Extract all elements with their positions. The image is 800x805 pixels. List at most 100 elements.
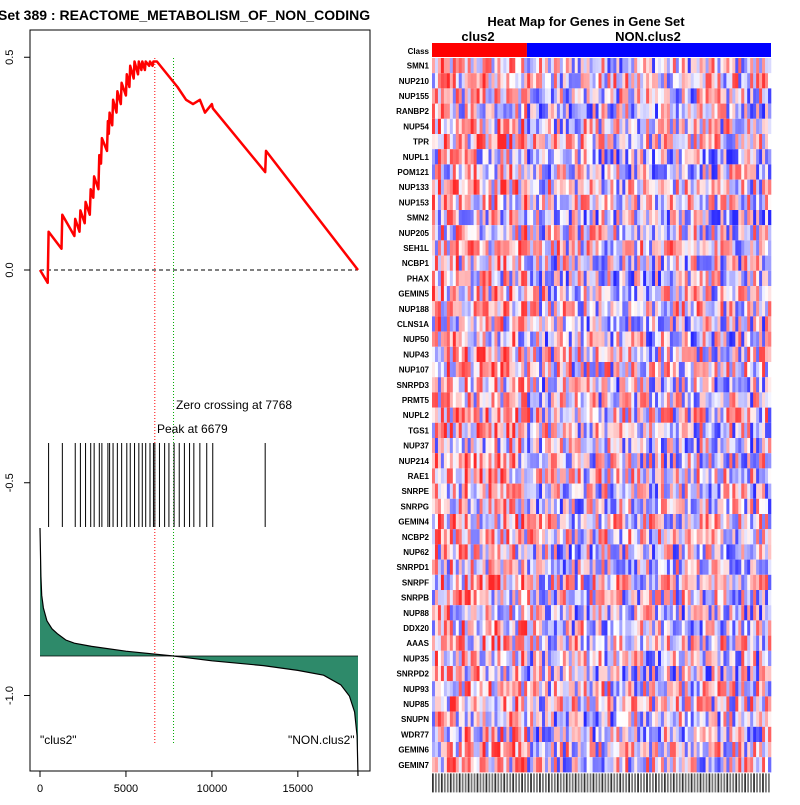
heatmap-cell [709, 681, 712, 696]
heatmap-cell [596, 560, 599, 575]
heatmap-cell [447, 210, 450, 225]
heatmap-cell [524, 256, 527, 271]
heatmap-cell [512, 636, 515, 651]
heatmap-cell [676, 164, 679, 179]
heatmap-cell [435, 529, 438, 544]
heatmap-cell [450, 620, 453, 635]
heatmap-cell [563, 73, 566, 88]
heatmap-cell [518, 681, 521, 696]
heatmap-cell [720, 316, 723, 331]
heatmap-cell [750, 499, 753, 514]
heatmap-cell [750, 316, 753, 331]
heatmap-cell [486, 210, 489, 225]
heatmap-cell [509, 149, 512, 164]
heatmap-cell [643, 636, 646, 651]
heatmap-cell [679, 544, 682, 559]
heatmap-cell [524, 696, 527, 711]
heatmap-cell [735, 636, 738, 651]
heatmap-cell [578, 180, 581, 195]
heatmap-cell [560, 620, 563, 635]
heatmap-cell [563, 651, 566, 666]
heatmap-cell [655, 164, 658, 179]
heatmap-cell [441, 666, 444, 681]
heatmap-cell [587, 286, 590, 301]
heatmap-cell [646, 180, 649, 195]
heatmap-cell [604, 484, 607, 499]
heatmap-cell [652, 88, 655, 103]
heatmap-cell [590, 453, 593, 468]
heatmap-cell [548, 301, 551, 316]
heatmap-cell [521, 362, 524, 377]
heatmap-cell [697, 453, 700, 468]
heatmap-cell [607, 149, 610, 164]
heatmap-cell [649, 514, 652, 529]
heatmap-cell [643, 301, 646, 316]
heatmap-cell [515, 119, 518, 134]
heatmap-cell [664, 636, 667, 651]
heatmap-cell [628, 362, 631, 377]
heatmap-cell [741, 256, 744, 271]
heatmap-cell [602, 104, 605, 119]
heatmap-cell [441, 256, 444, 271]
heatmap-cell [548, 332, 551, 347]
heatmap-cell [667, 88, 670, 103]
heatmap-cell [557, 88, 560, 103]
gene-label: TPR [413, 138, 429, 147]
heatmap-cell [682, 529, 685, 544]
heatmap-cell [441, 104, 444, 119]
heatmap-cell [599, 301, 602, 316]
heatmap-cell [569, 423, 572, 438]
heatmap-cell [483, 256, 486, 271]
heatmap-cell [563, 240, 566, 255]
heatmap-cell [575, 651, 578, 666]
heatmap-cell [709, 651, 712, 666]
heatmap-cell [637, 377, 640, 392]
heatmap-cell [607, 438, 610, 453]
heatmap-cell [474, 58, 477, 73]
heatmap-cell [694, 620, 697, 635]
heatmap-cell [619, 73, 622, 88]
heatmap-cell [688, 164, 691, 179]
heatmap-cell [691, 605, 694, 620]
heatmap-cell [539, 347, 542, 362]
heatmap-cell [685, 119, 688, 134]
heatmap-cell [489, 438, 492, 453]
heatmap-cell [432, 347, 435, 362]
heatmap-cell [643, 438, 646, 453]
heatmap-cell [447, 484, 450, 499]
heatmap-cell [750, 408, 753, 423]
heatmap-cell [679, 119, 682, 134]
heatmap-cell [634, 408, 637, 423]
heatmap-cell [536, 636, 539, 651]
heatmap-cell [527, 438, 530, 453]
heatmap-cell [518, 134, 521, 149]
heatmap-cell [539, 484, 542, 499]
heatmap-cell [723, 423, 726, 438]
heatmap-cell [545, 666, 548, 681]
heatmap-cell [607, 73, 610, 88]
heatmap-cell [497, 73, 500, 88]
heatmap-cell [572, 484, 575, 499]
heatmap-cell [506, 240, 509, 255]
heatmap-cell [444, 180, 447, 195]
heatmap-cell [435, 119, 438, 134]
heatmap-cell [483, 73, 486, 88]
heatmap-cell [483, 529, 486, 544]
heatmap-cell [444, 575, 447, 590]
heatmap-cell [720, 180, 723, 195]
heatmap-cell [584, 164, 587, 179]
heatmap-cell [673, 666, 676, 681]
heatmap-cell [613, 453, 616, 468]
heatmap-cell [646, 636, 649, 651]
heatmap-cell [688, 332, 691, 347]
heatmap-cell [697, 468, 700, 483]
heatmap-cell [658, 332, 661, 347]
heatmap-cell [441, 195, 444, 210]
heatmap-cell [664, 286, 667, 301]
heatmap-cell [569, 499, 572, 514]
heatmap-cell [468, 453, 471, 468]
heatmap-cell [685, 560, 688, 575]
heatmap-cell [578, 316, 581, 331]
heatmap-cell [459, 347, 462, 362]
heatmap-cell [494, 119, 497, 134]
